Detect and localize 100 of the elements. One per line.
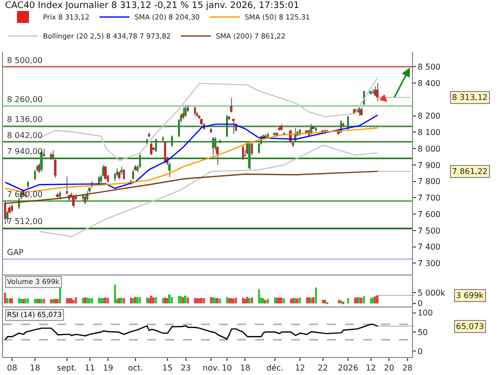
bar [6, 298, 8, 304]
bar [18, 298, 20, 304]
bar [264, 300, 267, 304]
bar [290, 298, 292, 304]
x-tick-label: 12 [366, 364, 376, 373]
bar [242, 298, 244, 304]
x-tick-label: oct. [128, 364, 144, 373]
y-tick-label: 5 000k [418, 288, 446, 298]
bar [27, 298, 29, 304]
bar [324, 300, 326, 304]
x-tick-label: 12 [294, 364, 306, 373]
y-tick-label: 7 400 [418, 242, 441, 252]
bar [4, 292, 6, 304]
bar [235, 298, 237, 304]
y-tick-label: 8 200 [418, 112, 441, 121]
bar [66, 298, 68, 304]
y-tick-label: 7 900 [418, 160, 441, 170]
y-tick-label: 8 100 [418, 128, 441, 138]
x-tick-label: 15 [162, 364, 173, 373]
bar [136, 297, 139, 304]
annotation: 65,073 [456, 322, 484, 331]
x-tick-label: déc. [266, 364, 284, 373]
bar [312, 297, 315, 304]
bar [72, 300, 75, 304]
bar [187, 298, 189, 304]
x-tick-label: 11 [84, 364, 95, 373]
bar [114, 284, 116, 304]
y-tick-label: 7 700 [418, 194, 441, 202]
bar [299, 298, 301, 304]
bar [146, 298, 148, 304]
annotation: 3 699k [456, 291, 484, 300]
bar [152, 298, 155, 304]
ref-line-label: GAP [7, 248, 24, 257]
y-tick-label: 7 800 [418, 177, 441, 186]
line-series [4, 324, 378, 340]
bar [104, 298, 107, 304]
bar [82, 298, 84, 304]
bar [322, 300, 324, 304]
ref-line-label: 8 260,00 [7, 95, 43, 104]
y-tick-label: 7 300 [418, 258, 441, 268]
bar [40, 298, 43, 304]
y-tick-label: 8 400 [418, 78, 441, 88]
y-tick-label: 8 000 [418, 144, 441, 154]
bar [11, 298, 13, 304]
bar [203, 298, 205, 304]
bar [354, 298, 356, 304]
bar [139, 297, 141, 304]
x-tick-label: sept. [57, 364, 77, 373]
bar [9, 298, 11, 304]
bar [216, 298, 219, 304]
bar [50, 299, 52, 304]
y-tick-label: 100 [418, 308, 433, 318]
bar [98, 298, 100, 304]
line-series [4, 127, 378, 193]
bar [315, 288, 317, 304]
bar [168, 294, 171, 304]
bar [148, 298, 150, 304]
ref-line-label: 8 500,00 [7, 56, 43, 65]
bar [226, 297, 228, 304]
bar [184, 296, 187, 304]
bar [91, 298, 93, 304]
x-tick-label: 08 [7, 364, 18, 373]
bar [376, 295, 379, 304]
bar [248, 298, 251, 304]
bar [274, 298, 276, 304]
bar [267, 298, 269, 304]
bar [200, 298, 203, 304]
x-tick-label: 28 [402, 364, 413, 373]
x-tick-label: nov. [202, 364, 220, 373]
bar [283, 298, 285, 304]
bar [296, 298, 299, 304]
ref-line-label: 8 042,00 [7, 131, 43, 140]
bar [155, 297, 157, 304]
bar [360, 298, 363, 304]
bar [363, 296, 365, 304]
bar [178, 296, 180, 304]
bar [232, 298, 235, 304]
bar [56, 299, 59, 304]
ref-line-label: 8 136,00 [7, 115, 43, 124]
bar [347, 298, 349, 304]
x-tick-label: 10 [222, 364, 232, 373]
x-tick-label: 18 [30, 364, 40, 373]
x-tick-label: 22 [318, 364, 328, 373]
bar [251, 298, 253, 304]
bar [280, 298, 283, 304]
x-tick-label: 18 [240, 364, 250, 373]
bar [123, 298, 125, 304]
bar [130, 298, 132, 304]
x-tick-label: 2026 [338, 364, 358, 373]
bar [75, 297, 77, 304]
bar [171, 296, 173, 304]
bar [34, 299, 36, 304]
line-series [4, 114, 378, 192]
bar [370, 298, 372, 304]
bar [306, 298, 308, 304]
y-tick-label: 0 [418, 347, 423, 356]
bar [258, 289, 260, 304]
bar [228, 298, 230, 304]
bar [338, 300, 340, 304]
chart-title: CAC40 Index Journalier 8 313,12 -0,21 % 15 janv. 2026, 17:35:01 [5, 1, 300, 12]
